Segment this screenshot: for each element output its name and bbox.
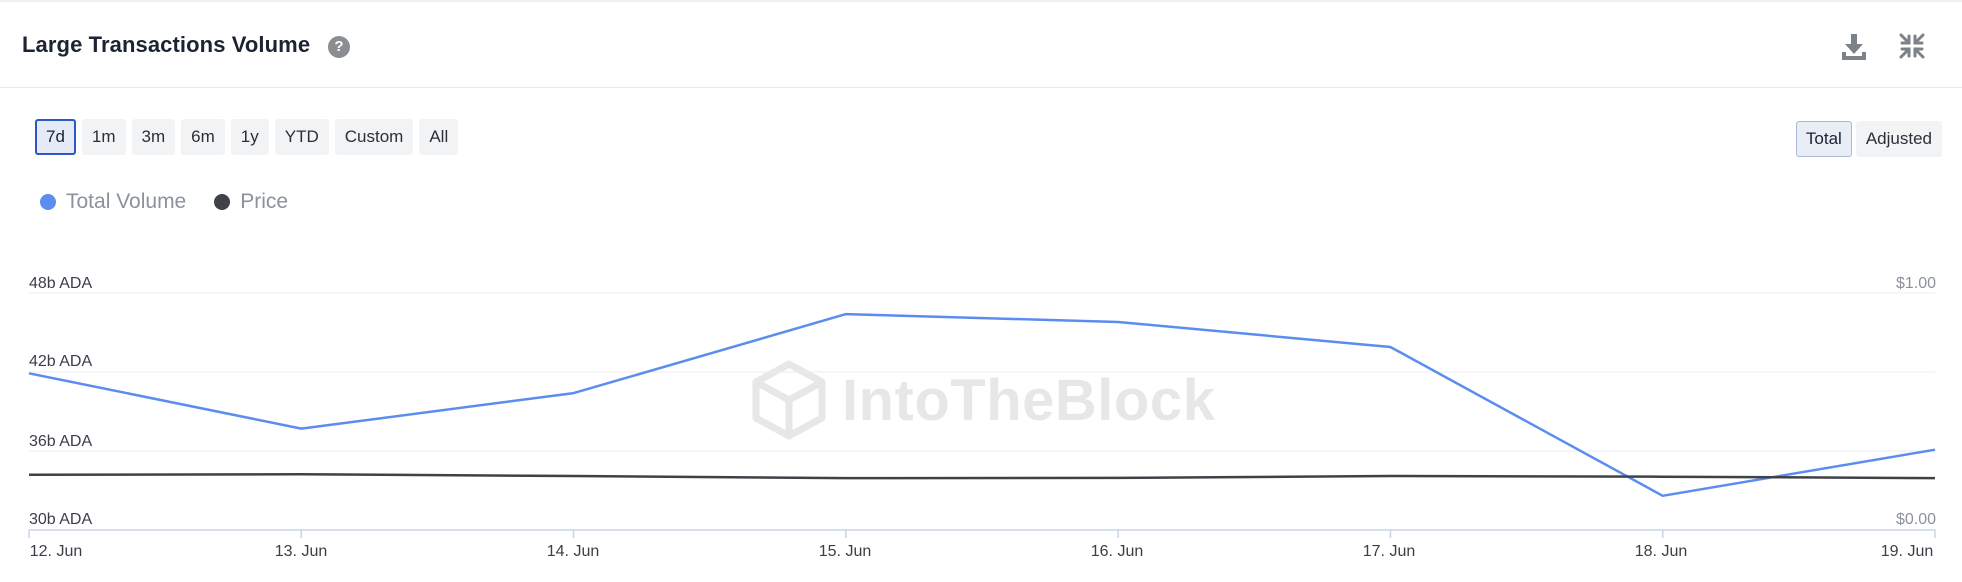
series-line-total-volume <box>28 312 1936 498</box>
range-button-1y[interactable]: 1y <box>230 119 269 155</box>
download-icon[interactable] <box>1840 32 1868 62</box>
y-tick-right-0: $1.00 <box>1895 275 1936 292</box>
series-line-price <box>28 473 1936 480</box>
y-tick-left-2: 36b ADA <box>29 433 93 450</box>
range-button-all[interactable]: All <box>419 119 459 155</box>
volume-mode-selector: Total Adjusted <box>1795 121 1942 157</box>
range-button-7d[interactable]: 7d <box>35 119 76 155</box>
chart-header: Large Transactions Volume ? <box>0 2 1962 88</box>
x-tick-3: 15. Jun <box>818 543 872 560</box>
range-button-custom[interactable]: Custom <box>334 119 414 155</box>
help-icon[interactable]: ? <box>328 36 350 58</box>
x-tick-6: 18. Jun <box>1634 543 1688 560</box>
legend-item-total-volume[interactable]: Total Volume <box>40 190 186 214</box>
x-tick-1: 13. Jun <box>274 543 328 560</box>
legend-dot-total-volume <box>40 194 56 210</box>
range-button-3m[interactable]: 3m <box>131 119 176 155</box>
legend-dot-price <box>214 194 231 210</box>
legend-label-price: Price <box>240 190 289 213</box>
y-tick-right-1: $0.00 <box>1895 511 1936 528</box>
x-tick-2: 14. Jun <box>546 543 600 560</box>
range-button-1m[interactable]: 1m <box>81 119 126 155</box>
y-tick-left-0: 48b ADA <box>29 275 93 292</box>
time-range-selector: 7d 1m 3m 6m 1y YTD Custom All <box>35 119 459 155</box>
mode-button-adjusted[interactable]: Adjusted <box>1855 121 1942 157</box>
range-button-ytd[interactable]: YTD <box>274 119 329 155</box>
x-tick-5: 17. Jun <box>1362 543 1416 560</box>
y-tick-left-3: 30b ADA <box>29 511 93 528</box>
legend-label-total-volume: Total Volume <box>66 190 187 213</box>
x-tick-0: 12. Jun <box>29 543 83 560</box>
y-tick-left-1: 42b ADA <box>29 353 93 370</box>
legend-item-price[interactable]: Price <box>214 190 288 214</box>
collapse-icon[interactable] <box>1898 32 1926 60</box>
range-button-6m[interactable]: 6m <box>181 119 225 155</box>
chart-legend: Total Volume Price <box>40 190 288 214</box>
mode-button-total[interactable]: Total <box>1795 121 1852 157</box>
x-tick-4: 16. Jun <box>1090 543 1144 560</box>
x-tick-7: 19. Jun <box>1880 543 1934 560</box>
chart-title: Large Transactions Volume <box>22 32 311 57</box>
